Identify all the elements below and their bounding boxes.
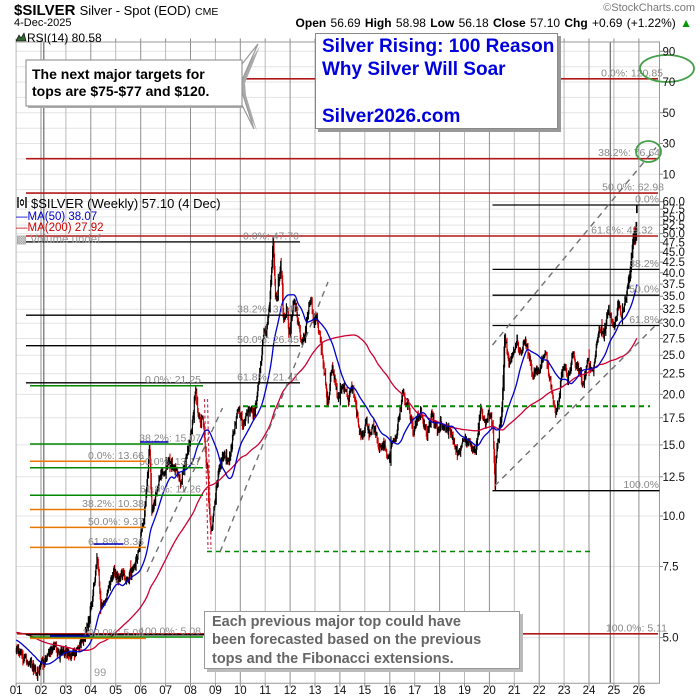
svg-text:10: 10 bbox=[234, 685, 247, 697]
svg-text:0.0%: 13.66: 0.0%: 13.66 bbox=[88, 450, 144, 462]
svg-text:42.5: 42.5 bbox=[663, 257, 685, 269]
svg-text:7.5: 7.5 bbox=[663, 562, 679, 574]
svg-text:30.0: 30.0 bbox=[663, 318, 685, 330]
svg-text:50.0%: 26.45: 50.0%: 26.45 bbox=[237, 334, 299, 346]
svg-text:61.8%: 21.41: 61.8%: 21.41 bbox=[237, 371, 299, 383]
svg-text:55.0: 55.0 bbox=[663, 212, 685, 224]
svg-text:10: 10 bbox=[663, 169, 676, 181]
svg-text:13: 13 bbox=[309, 685, 322, 697]
svg-text:05: 05 bbox=[109, 685, 122, 697]
svg-text:90: 90 bbox=[663, 46, 676, 58]
svg-text:0.0%: 21.25: 0.0%: 21.25 bbox=[145, 374, 201, 386]
svg-text:30: 30 bbox=[663, 139, 676, 151]
svg-text:25: 25 bbox=[608, 685, 621, 697]
svg-text:09: 09 bbox=[209, 685, 222, 697]
svg-text:100.0%: 5.08: 100.0%: 5.08 bbox=[139, 626, 201, 638]
svg-text:20: 20 bbox=[483, 685, 496, 697]
svg-text:12.5: 12.5 bbox=[663, 472, 685, 484]
svg-text:57.5: 57.5 bbox=[663, 204, 685, 216]
svg-text:5.0: 5.0 bbox=[663, 633, 679, 645]
svg-text:99: 99 bbox=[94, 667, 106, 679]
svg-text:17.5: 17.5 bbox=[663, 413, 685, 425]
svg-text:06: 06 bbox=[134, 685, 147, 697]
svg-text:11: 11 bbox=[259, 685, 271, 697]
svg-text:61.8%: 61.8% bbox=[629, 314, 659, 326]
svg-text:02: 02 bbox=[35, 685, 48, 697]
svg-text:38.2%: 10.38: 38.2%: 10.38 bbox=[82, 498, 144, 510]
svg-text:50.0%: 50.0% bbox=[629, 284, 659, 296]
svg-text:01: 01 bbox=[10, 685, 23, 697]
svg-text:08: 08 bbox=[184, 685, 197, 697]
svg-text:21: 21 bbox=[508, 685, 521, 697]
svg-text:18: 18 bbox=[433, 685, 446, 697]
svg-text:12: 12 bbox=[284, 685, 297, 697]
svg-text:19: 19 bbox=[458, 685, 471, 697]
svg-text:22: 22 bbox=[533, 685, 546, 697]
svg-text:50.0%: 9.37: 50.0%: 9.37 bbox=[88, 516, 144, 528]
svg-text:04: 04 bbox=[84, 685, 97, 697]
svg-text:24: 24 bbox=[583, 685, 596, 697]
svg-text:25.0: 25.0 bbox=[663, 350, 685, 362]
svg-text:35.0: 35.0 bbox=[663, 291, 685, 303]
svg-text:45.0: 45.0 bbox=[663, 247, 685, 259]
svg-text:07: 07 bbox=[159, 685, 172, 697]
svg-text:23: 23 bbox=[558, 685, 571, 697]
svg-text:32.5: 32.5 bbox=[663, 304, 685, 316]
svg-text:100.0%: 100.0% bbox=[623, 479, 659, 491]
svg-text:70: 70 bbox=[663, 77, 676, 89]
svg-text:15.0: 15.0 bbox=[663, 440, 685, 452]
svg-text:40.0: 40.0 bbox=[663, 268, 685, 280]
svg-text:60.0: 60.0 bbox=[663, 197, 685, 209]
svg-text:38.2%: 76.64: 38.2%: 76.64 bbox=[598, 147, 660, 159]
svg-text:50.0%: 13.17: 50.0%: 13.17 bbox=[139, 456, 201, 468]
svg-text:03: 03 bbox=[60, 685, 73, 697]
svg-text:38.2%: 38.2% bbox=[629, 258, 659, 270]
svg-text:61.8%: 11.26: 61.8%: 11.26 bbox=[140, 484, 201, 496]
svg-text:14: 14 bbox=[334, 685, 347, 697]
svg-text:27.5: 27.5 bbox=[663, 334, 685, 346]
svg-text:100.0%: 5.08: 100.0%: 5.08 bbox=[82, 627, 144, 639]
svg-text:50.0%: 62.98: 50.0%: 62.98 bbox=[602, 182, 664, 194]
svg-text:52.5: 52.5 bbox=[663, 220, 685, 232]
svg-text:37.5: 37.5 bbox=[663, 279, 685, 291]
svg-text:0.0%: 0.0% bbox=[635, 194, 659, 206]
svg-text:0.0%: 47.70: 0.0%: 47.70 bbox=[243, 230, 299, 242]
svg-text:22.5: 22.5 bbox=[663, 369, 685, 381]
svg-text:50.0: 50.0 bbox=[663, 229, 685, 241]
svg-text:15: 15 bbox=[358, 685, 371, 697]
svg-text:17: 17 bbox=[408, 685, 421, 697]
svg-text:61.8%: 8.36: 61.8%: 8.36 bbox=[88, 536, 144, 548]
svg-text:20.0: 20.0 bbox=[663, 389, 685, 401]
svg-text:38.2%: 31.40: 38.2%: 31.40 bbox=[237, 304, 299, 316]
svg-text:100.0%: 5.11: 100.0%: 5.11 bbox=[606, 622, 667, 634]
svg-text:16: 16 bbox=[383, 685, 396, 697]
svg-text:47.5: 47.5 bbox=[663, 238, 685, 250]
svg-text:61.8%: 49.32: 61.8%: 49.32 bbox=[591, 225, 653, 237]
svg-text:26: 26 bbox=[633, 685, 646, 697]
svg-text:10.0: 10.0 bbox=[663, 511, 685, 523]
svg-text:0.0%: 120.85: 0.0%: 120.85 bbox=[601, 67, 663, 79]
svg-text:50: 50 bbox=[663, 108, 676, 120]
